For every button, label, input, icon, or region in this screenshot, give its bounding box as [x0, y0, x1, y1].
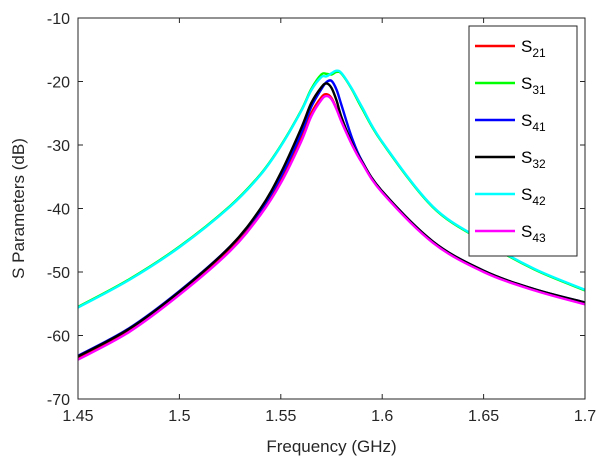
- legend-label-subscript: 41: [532, 120, 546, 134]
- series-line-s43: [78, 94, 585, 361]
- series-line-s42: [78, 69, 585, 309]
- legend-label-s42: S42: [521, 185, 546, 208]
- x-tick-label: 1.5: [168, 408, 190, 425]
- legend-label-s31: S31: [521, 74, 546, 97]
- y-tick-label: -60: [47, 329, 70, 346]
- legend-label-base: S: [521, 222, 532, 241]
- x-axis: 1.45 1.5 1.55 1.6 1.65 1.7: [62, 18, 596, 425]
- x-axis-label: Frequency (GHz): [266, 437, 396, 456]
- legend-label-s21: S21: [521, 37, 546, 60]
- y-tick-label: -50: [47, 265, 70, 282]
- legend-box: [468, 25, 578, 257]
- legend-label-subscript: 42: [532, 194, 546, 208]
- y-tick-label: -20: [47, 75, 70, 92]
- legend-label-base: S: [521, 111, 532, 130]
- legend-label-s41: S41: [521, 111, 546, 134]
- series-layer: [78, 69, 585, 361]
- legend-label-subscript: 21: [532, 46, 546, 60]
- x-tick-label: 1.45: [62, 408, 93, 425]
- legend-label-s32: S32: [521, 148, 546, 171]
- x-tick-label: 1.65: [468, 408, 499, 425]
- x-tick-label: 1.6: [371, 408, 393, 425]
- legend-label-subscript: 31: [532, 83, 546, 97]
- legend-label-subscript: 32: [532, 157, 546, 171]
- legend-label-base: S: [521, 37, 532, 56]
- y-tick-label: -30: [47, 138, 70, 155]
- x-tick-label: 1.55: [265, 408, 296, 425]
- y-axis-label: S Parameters (dB): [9, 138, 28, 279]
- y-axis: -10 -20 -30 -40 -50 -60 -70: [47, 11, 585, 409]
- legend-label-subscript: 43: [532, 231, 546, 245]
- y-tick-label: -10: [47, 11, 70, 28]
- y-tick-label: -40: [47, 202, 70, 219]
- legend-label-base: S: [521, 185, 532, 204]
- legend-label-s43: S43: [521, 222, 546, 245]
- y-tick-label: -70: [47, 392, 70, 409]
- legend-label-base: S: [521, 148, 532, 167]
- legend-label-base: S: [521, 74, 532, 93]
- x-tick-label: 1.7: [574, 408, 596, 425]
